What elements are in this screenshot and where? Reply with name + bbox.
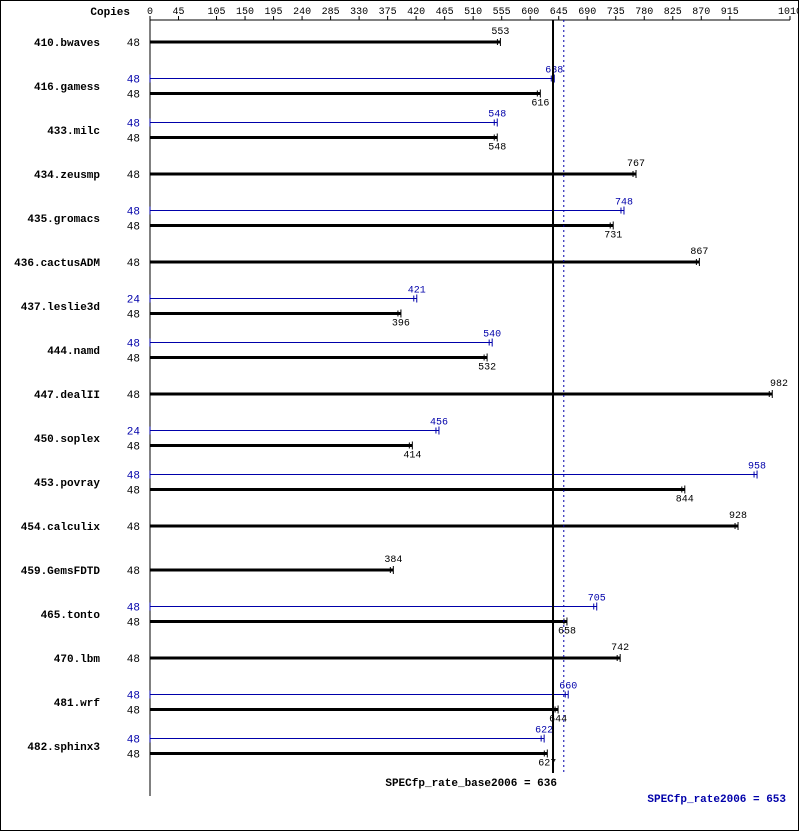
copies-value: 48: [127, 617, 140, 629]
copies-value: 48: [127, 38, 140, 50]
bar-value-label: 867: [690, 247, 708, 258]
bar-value-label: 384: [384, 555, 402, 566]
copies-value: 48: [127, 221, 140, 233]
benchmark-name: 453.povray: [34, 478, 100, 490]
copies-value: 48: [127, 339, 140, 351]
copies-value: 48: [127, 654, 140, 666]
x-tick-label: 510: [464, 7, 482, 18]
x-tick-label: 285: [322, 7, 340, 18]
bar-value-label: 421: [408, 286, 426, 297]
benchmark-name: 470.lbm: [54, 654, 101, 666]
copies-value: 24: [127, 427, 141, 439]
spec-chart: Copies 0 45 105 150 195 240 285 330 375 420 465 510 5…: [0, 0, 799, 831]
bar-value-label: 638: [545, 66, 563, 77]
copies-value: 48: [127, 485, 140, 497]
x-tick-label: 240: [293, 7, 311, 18]
x-tick-label: 780: [635, 7, 653, 18]
benchmark-name: 436.cactusADM: [14, 258, 100, 270]
benchmark-name: 450.soplex: [34, 434, 100, 446]
copies-value: 48: [127, 705, 140, 717]
bar-value-label: 414: [403, 450, 421, 461]
x-tick-label: 420: [407, 7, 425, 18]
copies-value: 48: [127, 133, 140, 145]
benchmark-name: 416.gamess: [34, 82, 100, 94]
copies-value: 48: [127, 119, 140, 131]
benchmark-name: 447.dealII: [34, 390, 100, 402]
benchmark-name: 481.wrf: [54, 698, 101, 710]
bar-value-label: 767: [627, 159, 645, 170]
x-tick-label: 195: [265, 7, 283, 18]
bar-value-label: 644: [549, 714, 567, 725]
copies-value: 48: [127, 170, 140, 182]
x-tick-label: 645: [550, 7, 568, 18]
benchmark-name: 482.sphinx3: [27, 742, 100, 754]
bar-value-label: 396: [392, 318, 410, 329]
x-tick-label: 555: [493, 7, 511, 18]
chart-svg: Copies 0 45 105 150 195 240 285 330 375 420 465 510 5…: [0, 0, 799, 831]
chart-border: [1, 1, 799, 831]
copies-value: 48: [127, 522, 140, 534]
bar-value-label: 456: [430, 418, 448, 429]
x-tick-label: 870: [692, 7, 710, 18]
benchmark-name: 454.calculix: [21, 522, 101, 534]
bar-value-label: 660: [559, 682, 577, 693]
copies-value: 48: [127, 735, 140, 747]
x-tick-label: 915: [721, 7, 739, 18]
x-tick-label: 690: [578, 7, 596, 18]
copies-value: 48: [127, 207, 140, 219]
footer-peak-label: SPECfp_rate2006 = 653: [647, 794, 786, 806]
x-tick-label: 45: [173, 7, 185, 18]
bar-value-label: 532: [478, 362, 496, 373]
bar-value-label: 540: [483, 330, 501, 341]
copies-value: 48: [127, 89, 140, 101]
x-tick-label: 1010: [778, 7, 799, 18]
bar-value-label: 553: [491, 27, 509, 38]
copies-value: 24: [127, 295, 141, 307]
copies-value: 48: [127, 566, 140, 578]
benchmark-name: 444.namd: [47, 346, 100, 358]
copies-value: 48: [127, 258, 140, 270]
copies-value: 48: [127, 75, 140, 87]
bar-value-label: 928: [729, 511, 747, 522]
bar-value-label: 616: [531, 98, 549, 109]
footer-base-label: SPECfp_rate_base2006 = 636: [385, 778, 557, 790]
copies-value: 48: [127, 353, 140, 365]
benchmark-name: 465.tonto: [41, 610, 101, 622]
bar-value-label: 742: [611, 643, 629, 654]
bar-value-label: 622: [535, 726, 553, 737]
copies-value: 48: [127, 691, 140, 703]
benchmark-name: 433.milc: [47, 126, 100, 138]
bar-value-label: 748: [615, 198, 633, 209]
benchmark-name: 410.bwaves: [34, 38, 100, 50]
copies-value: 48: [127, 390, 140, 402]
copies-header: Copies: [90, 7, 130, 19]
benchmark-name: 459.GemsFDTD: [21, 566, 101, 578]
copies-value: 48: [127, 603, 140, 615]
copies-value: 48: [127, 471, 140, 483]
benchmark-name: 435.gromacs: [27, 214, 100, 226]
copies-value: 48: [127, 749, 140, 761]
bar-value-label: 548: [488, 110, 506, 121]
copies-value: 48: [127, 441, 140, 453]
bar-value-label: 548: [488, 142, 506, 153]
benchmark-name: 434.zeusmp: [34, 170, 100, 182]
bar-value-label: 844: [676, 494, 694, 505]
x-tick-label: 105: [208, 7, 226, 18]
x-tick-label: 825: [664, 7, 682, 18]
x-tick-label: 600: [521, 7, 539, 18]
x-tick-label: 150: [236, 7, 254, 18]
bar-value-label: 958: [748, 462, 766, 473]
bar-value-label: 731: [604, 230, 622, 241]
bar-value-label: 658: [558, 626, 576, 637]
benchmark-name: 437.leslie3d: [21, 302, 100, 314]
x-tick-label: 0: [147, 7, 153, 18]
bar-value-label: 982: [770, 379, 788, 390]
x-tick-label: 465: [436, 7, 454, 18]
copies-value: 48: [127, 309, 140, 321]
bar-value-label: 705: [588, 594, 606, 605]
x-tick-label: 330: [350, 7, 368, 18]
x-tick-label: 735: [607, 7, 625, 18]
x-tick-label: 375: [379, 7, 397, 18]
